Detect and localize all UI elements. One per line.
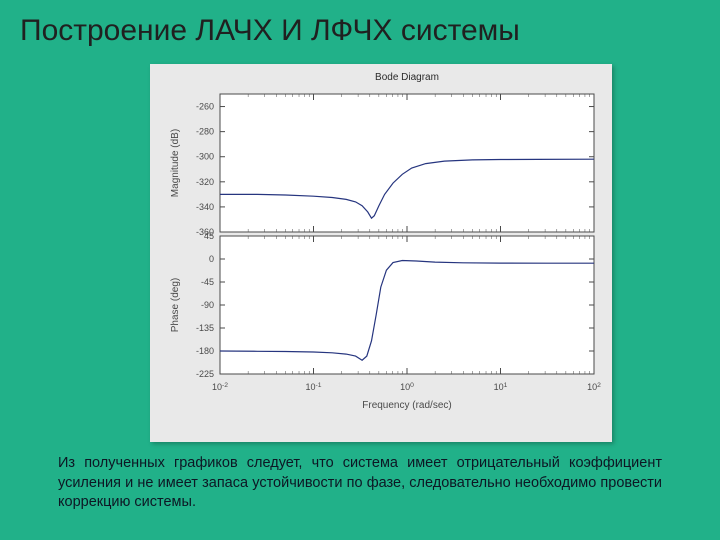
svg-text:-280: -280 — [196, 127, 214, 137]
svg-text:0: 0 — [209, 254, 214, 264]
svg-text:-135: -135 — [196, 323, 214, 333]
svg-text:-260: -260 — [196, 102, 214, 112]
svg-text:100: 100 — [400, 382, 414, 393]
conclusion-paragraph: Из полученных графиков следует, что сист… — [58, 454, 662, 513]
svg-text:-300: -300 — [196, 152, 214, 162]
svg-text:Phase (deg): Phase (deg) — [170, 278, 181, 332]
bode-svg: Bode Diagram-360-340-320-300-280-260Magn… — [150, 64, 612, 442]
svg-text:Magnitude (dB): Magnitude (dB) — [170, 129, 181, 197]
svg-text:-90: -90 — [201, 300, 214, 310]
svg-text:102: 102 — [587, 382, 601, 393]
bode-figure: Bode Diagram-360-340-320-300-280-260Magn… — [150, 64, 612, 442]
svg-text:Bode Diagram: Bode Diagram — [375, 72, 439, 83]
svg-text:10-1: 10-1 — [305, 382, 321, 393]
svg-text:-225: -225 — [196, 369, 214, 379]
slide: Построение ЛАЧХ И ЛФЧХ системы Bode Diag… — [0, 0, 720, 540]
slide-title: Построение ЛАЧХ И ЛФЧХ системы — [20, 14, 520, 48]
svg-text:-180: -180 — [196, 346, 214, 356]
svg-text:-320: -320 — [196, 177, 214, 187]
svg-text:-340: -340 — [196, 202, 214, 212]
svg-text:101: 101 — [494, 382, 508, 393]
svg-text:45: 45 — [204, 231, 214, 241]
svg-text:Frequency (rad/sec): Frequency (rad/sec) — [362, 400, 451, 411]
svg-text:10-2: 10-2 — [212, 382, 228, 393]
svg-text:-45: -45 — [201, 277, 214, 287]
